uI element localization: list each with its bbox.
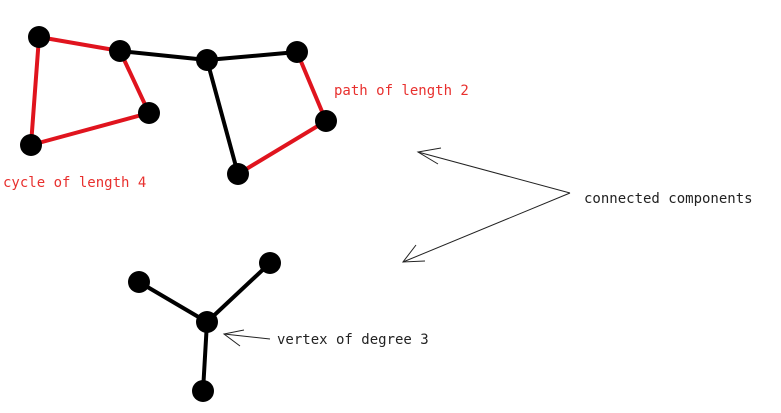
black-edge-hub-to-bottom [205, 58, 240, 176]
star-edge-right [205, 261, 272, 324]
cycle-edge-bottom [29, 111, 151, 147]
vertex [128, 271, 150, 293]
arrowhead-component-two [401, 244, 426, 263]
star-edge-bottom [201, 320, 209, 393]
arrows [222, 147, 571, 347]
component-one-edges [29, 35, 328, 176]
vertex [286, 41, 308, 63]
vertex [259, 252, 281, 274]
vertex [109, 40, 131, 62]
cycle-edge-top [37, 35, 122, 53]
black-edge-cycle-to-hub [118, 49, 209, 62]
arrow-to-component-one [417, 151, 571, 194]
path-label: path of length 2 [334, 83, 469, 99]
vertex [20, 134, 42, 156]
vertex-degree-3 [196, 311, 218, 333]
components-label: connected components [584, 191, 753, 207]
vertex [192, 380, 214, 402]
arrow-to-component-two [402, 192, 571, 263]
vertices [20, 26, 337, 402]
vertex [196, 49, 218, 71]
cycle-label: cycle of length 4 [3, 175, 146, 191]
vertex [315, 110, 337, 132]
vertex [28, 26, 50, 48]
vertex [138, 102, 160, 124]
star-edge-left [137, 280, 209, 324]
path-edge-upper [295, 50, 328, 123]
arrowhead-degree-vertex [222, 329, 245, 347]
cycle-edge-left [29, 35, 41, 147]
cycle-edge-right [118, 49, 151, 115]
component-two-edges [137, 261, 272, 393]
path-edge-lower [236, 119, 328, 176]
degree-label: vertex of degree 3 [277, 332, 429, 348]
arrow-to-degree-vertex [223, 333, 271, 340]
arrowhead-component-one [416, 147, 442, 165]
black-edge-hub-to-path [205, 50, 299, 62]
vertex [227, 163, 249, 185]
